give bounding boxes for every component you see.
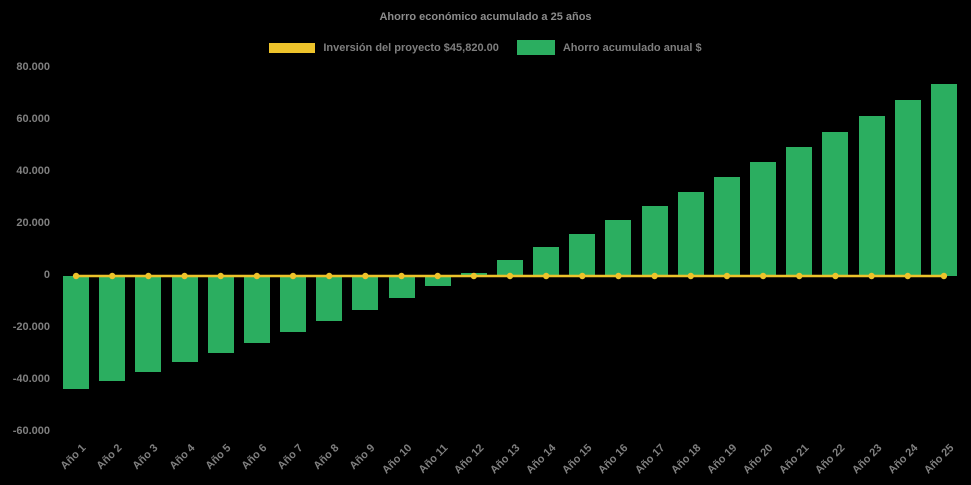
bar-ano-8 (316, 276, 343, 322)
y-tick-label: -60.000 (12, 425, 50, 437)
y-tick-label: -20.000 (12, 321, 50, 333)
bar-ano-22 (822, 131, 849, 276)
bar-ano-18 (677, 191, 704, 276)
bar-ano-5 (207, 276, 234, 353)
bar-ano-24 (894, 99, 921, 276)
legend-label-savings: Ahorro acumulado anual $ (562, 41, 702, 54)
bar-ano-17 (641, 205, 668, 276)
bar-ano-20 (750, 162, 777, 276)
bar-ano-2 (99, 276, 126, 381)
bar-ano-9 (352, 276, 379, 310)
y-tick-label: -40.000 (12, 373, 50, 385)
legend-label-investment: Inversión del proyecto $45,820.00 (323, 41, 499, 54)
chart-title: Ahorro económico acumulado a 25 años (379, 11, 592, 23)
bar-ano-15 (569, 233, 596, 276)
bar-ano-14 (533, 247, 560, 276)
bar-ano-3 (135, 276, 162, 372)
bar-ano-16 (605, 219, 632, 276)
bar-ano-21 (786, 147, 813, 276)
bar-ano-23 (858, 116, 885, 276)
bar-ano-10 (388, 276, 415, 299)
y-tick-label: 0 (43, 269, 50, 281)
bar-ano-11 (424, 276, 451, 286)
legend-swatch-savings-bar (516, 40, 555, 55)
legend-item-savings: Ahorro acumulado anual $ (516, 40, 702, 55)
bar-ano-7 (280, 276, 307, 333)
bar-ano-13 (497, 260, 523, 276)
bar-ano-1 (63, 276, 90, 390)
bar-ano-6 (243, 276, 270, 343)
bar-ano-19 (713, 176, 740, 276)
legend: Inversión del proyecto $45,820.00 Ahorro… (0, 40, 971, 55)
bar-ano-12 (460, 273, 487, 276)
bar-ano-4 (171, 276, 198, 363)
y-tick-label: 40.000 (16, 165, 50, 177)
legend-swatch-investment-line (269, 42, 316, 53)
y-tick-label: 80.000 (16, 61, 50, 73)
legend-item-investment: Inversión del proyecto $45,820.00 (269, 41, 499, 54)
bar-ano-25 (930, 83, 957, 276)
y-tick-label: 20.000 (16, 217, 50, 229)
y-tick-label: 60.000 (16, 113, 50, 125)
